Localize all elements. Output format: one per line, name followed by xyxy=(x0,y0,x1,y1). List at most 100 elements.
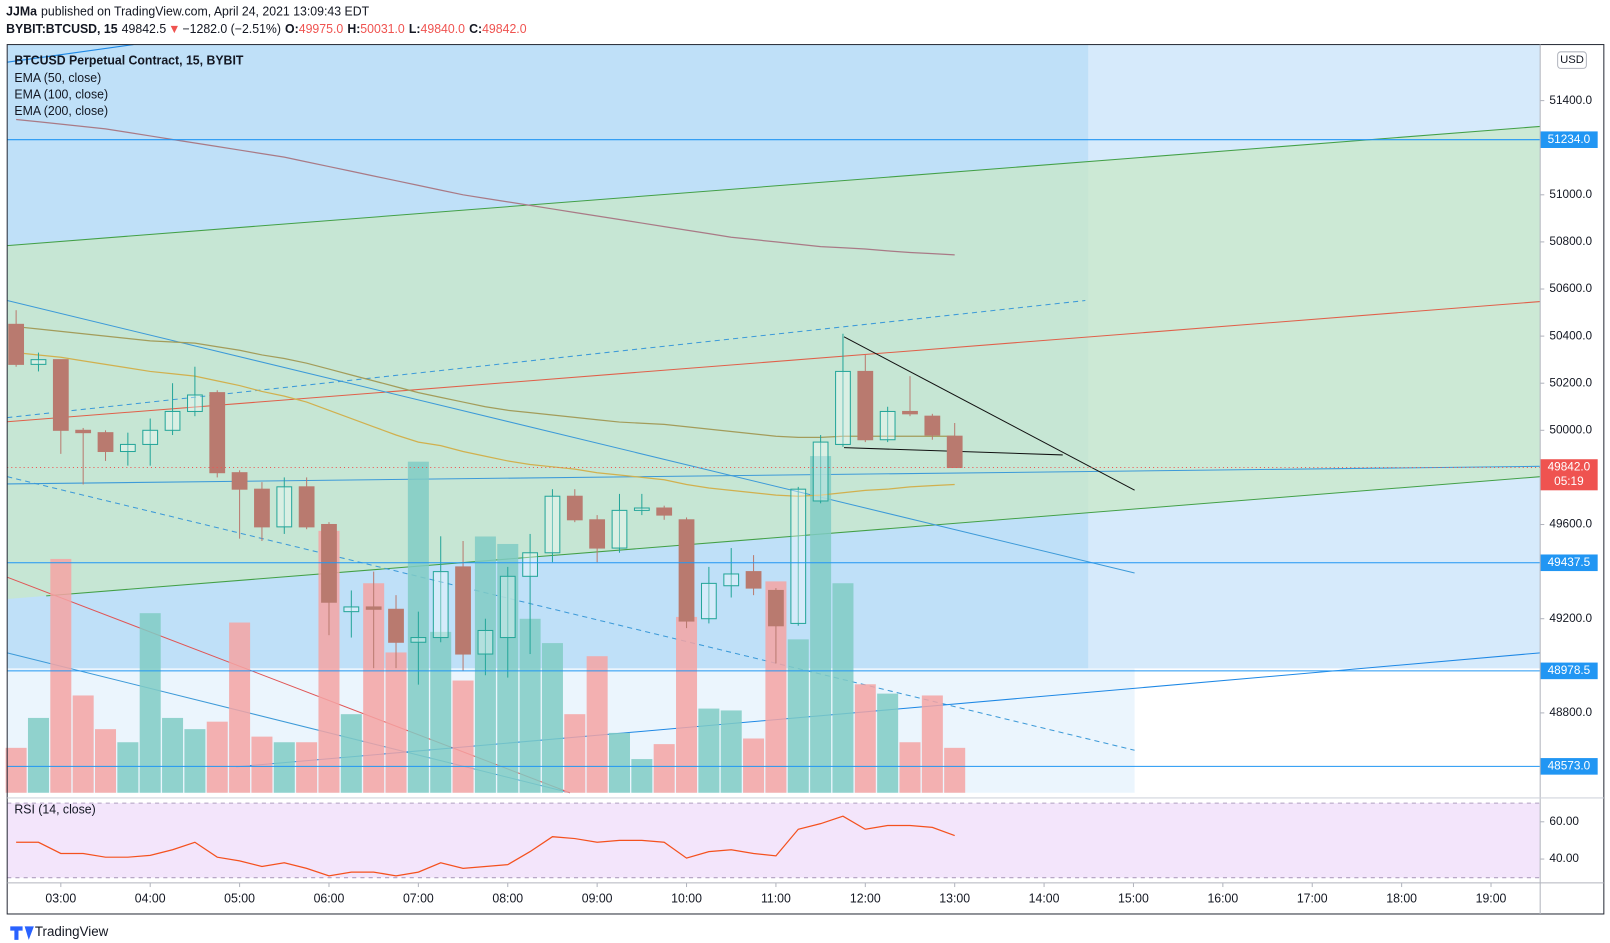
candle-body xyxy=(656,507,673,516)
candle-body xyxy=(700,582,717,620)
volume-bar xyxy=(184,729,206,793)
ohlc-value: 49842.0 xyxy=(482,22,527,36)
brand: TradingView xyxy=(35,924,109,939)
volume-bar xyxy=(27,717,49,793)
volume-bar xyxy=(430,631,452,793)
marks: 51400.0 51000.0 50800.0 50600.0 50400.0 50200… xyxy=(5,93,1598,906)
volume-bar xyxy=(273,742,295,793)
author: JJMa xyxy=(6,5,37,19)
channel-line xyxy=(46,476,1541,597)
price-tag xyxy=(1540,662,1598,680)
trend-line xyxy=(7,465,1541,485)
candle-body xyxy=(745,571,762,589)
x-tick-label: 13:00 xyxy=(939,892,970,906)
ohlc-label: C: xyxy=(469,22,482,36)
volume-bar xyxy=(385,652,407,793)
volume-bar xyxy=(564,714,586,793)
y-tick-label: 50000.0 xyxy=(1549,422,1592,436)
volume-bar xyxy=(229,622,251,793)
candle-body xyxy=(388,608,404,643)
x-tick-label: 11:00 xyxy=(761,892,791,906)
volume-bar xyxy=(541,643,563,793)
candle-body xyxy=(455,566,471,655)
price-tag xyxy=(1540,758,1598,775)
volume-bar xyxy=(743,738,765,793)
candle-body xyxy=(142,429,159,445)
ohlc-label: O: xyxy=(285,22,299,36)
rsi-tick-label: 60.00 xyxy=(1549,814,1579,828)
candle-body xyxy=(164,410,181,431)
candle-body xyxy=(566,495,583,521)
candle-body xyxy=(432,571,449,639)
trend-line xyxy=(7,300,1135,574)
candle-body xyxy=(946,435,963,469)
currency: USD xyxy=(1560,54,1584,66)
candle-body xyxy=(790,488,807,624)
candle-body xyxy=(365,606,382,610)
rsi-legend: RSI (14, close) xyxy=(14,803,95,817)
volume-bar xyxy=(631,759,653,793)
triangle-line xyxy=(843,336,1135,491)
candle-body xyxy=(187,394,203,412)
candle-body xyxy=(231,472,248,490)
volume-bar xyxy=(877,693,899,793)
legend-title: BTCUSD Perpetual Contract, 15, BYBIT xyxy=(14,53,243,67)
last: 49842.5 xyxy=(122,22,167,36)
candle-body xyxy=(835,370,851,445)
volume-bar xyxy=(206,721,228,793)
candle-body xyxy=(768,589,784,627)
published: published on TradingView.com, April 24, … xyxy=(41,5,369,19)
rsi-tick-label: 40.00 xyxy=(1549,851,1579,865)
volume-bar xyxy=(765,581,787,793)
trend-line xyxy=(7,44,134,63)
candle-body xyxy=(477,629,494,655)
y-tick-label: 48800.0 xyxy=(1549,705,1592,719)
volume-bar xyxy=(899,742,921,793)
candle-body xyxy=(75,429,92,434)
volume-bar xyxy=(139,613,161,793)
volume-bar xyxy=(5,747,27,793)
frame xyxy=(6,44,1605,915)
candle-body xyxy=(119,443,136,453)
candle-body xyxy=(321,523,337,603)
candle-body xyxy=(52,359,69,431)
channel-fill xyxy=(7,126,1541,599)
candle-body xyxy=(276,486,293,528)
rsi-band xyxy=(7,803,1541,878)
ohlc-label: L: xyxy=(409,22,421,36)
candle-body xyxy=(589,519,606,549)
ohlc-value: 49975.0 xyxy=(299,22,344,36)
legend-entry: EMA (200, close) xyxy=(14,104,108,118)
legend-entry: EMA (100, close) xyxy=(14,88,108,102)
volume-bar xyxy=(787,639,809,793)
candle-body xyxy=(611,509,628,549)
x-tick-label: 15:00 xyxy=(1118,892,1149,906)
quote-line: BYBIT:BTCUSD, 15 49842.5 ▼ −1282.0 (−2.51%)… xyxy=(6,22,527,36)
volume-bar xyxy=(162,717,184,793)
candle-body xyxy=(633,507,650,511)
candle-body xyxy=(544,495,561,554)
candle-body xyxy=(902,410,918,415)
candle-body xyxy=(97,432,114,453)
y-tick-label: 50800.0 xyxy=(1549,234,1592,248)
x-tick-label: 18:00 xyxy=(1386,892,1417,906)
volume-bar xyxy=(117,742,139,793)
volume-bar xyxy=(296,742,318,793)
currency-box[interactable] xyxy=(1557,51,1587,69)
volume-bar xyxy=(50,558,72,793)
x-tick-label: 04:00 xyxy=(135,892,166,906)
x-tick-label: 07:00 xyxy=(403,892,434,906)
candle-body xyxy=(723,573,740,587)
x-tick-label: 10:00 xyxy=(671,892,702,906)
last-price-label: 49842.0 xyxy=(1548,460,1591,474)
volume-bar xyxy=(921,695,943,793)
last-price-tag xyxy=(1540,459,1598,491)
candle-body xyxy=(410,637,427,643)
y-tick-label: 50200.0 xyxy=(1549,375,1592,389)
volume-bar xyxy=(854,684,876,793)
x-tick-label: 16:00 xyxy=(1207,892,1238,906)
volume-bar xyxy=(72,695,94,793)
ohlc-label: H: xyxy=(347,22,360,36)
legend-entry: EMA (50, close) xyxy=(14,71,101,85)
